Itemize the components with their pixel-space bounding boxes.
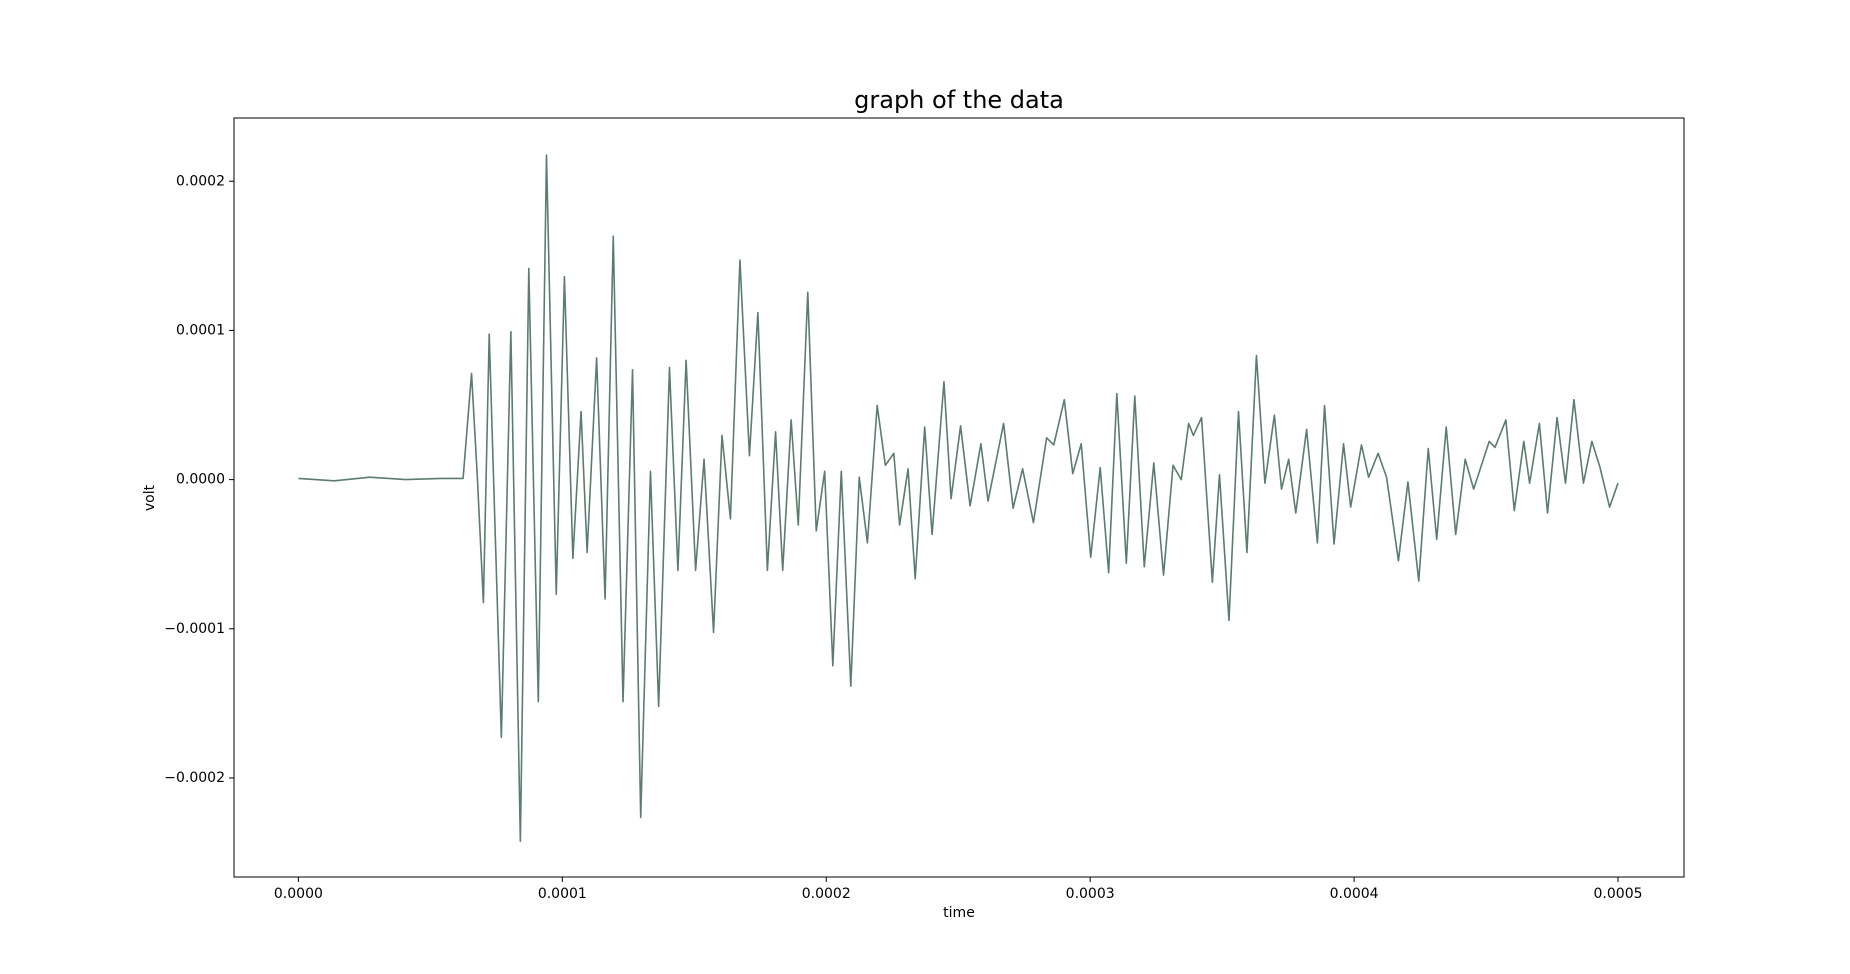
x-tick-label: 0.0002 <box>802 886 851 902</box>
x-tick-label: 0.0001 <box>538 886 587 902</box>
x-tick-label: 0.0003 <box>1066 886 1115 902</box>
data-line <box>298 154 1619 842</box>
y-tick-label: −0.0001 <box>164 621 225 637</box>
x-tick-label: 0.0004 <box>1330 886 1379 902</box>
y-tick-label: 0.0002 <box>176 173 225 189</box>
y-tick-label: 0.0000 <box>176 472 225 488</box>
chart-title: graph of the data <box>854 86 1064 114</box>
x-tick-label: 0.0005 <box>1594 886 1643 902</box>
y-tick-label: −0.0002 <box>164 770 225 786</box>
y-tick-label: 0.0001 <box>176 322 225 338</box>
x-axis-label: time <box>943 905 975 921</box>
y-axis-label: volt <box>142 484 158 511</box>
x-tick-label: 0.0000 <box>274 886 323 902</box>
plot-frame <box>233 117 1685 878</box>
